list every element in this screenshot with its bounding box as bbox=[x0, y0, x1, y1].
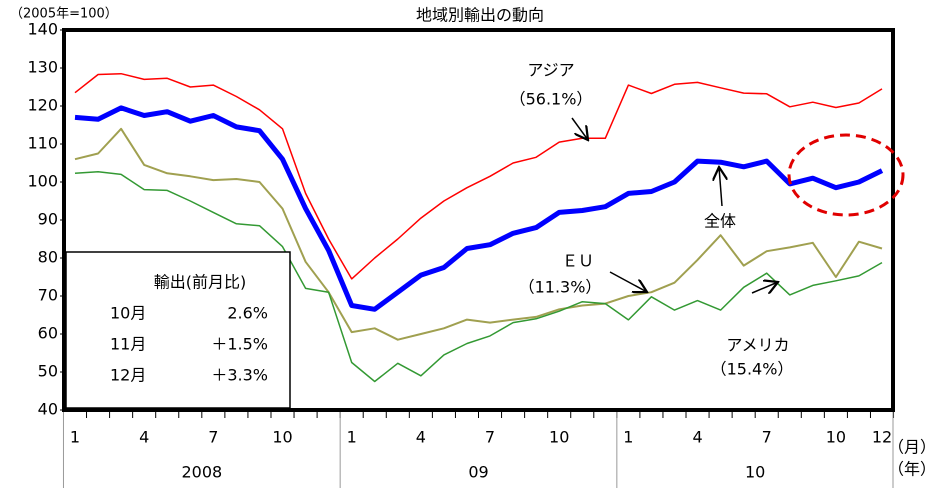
y-tick-label: 120 bbox=[27, 96, 58, 115]
y-tick-label: 130 bbox=[27, 58, 58, 77]
inset-value: ＋3.3% bbox=[211, 366, 268, 385]
x-unit-label: （月） bbox=[888, 438, 936, 457]
series-label: ＥＵ bbox=[562, 252, 594, 271]
y-tick-label: 70 bbox=[38, 286, 58, 305]
y-tick-label: 60 bbox=[38, 324, 58, 343]
inset-month: 10月 bbox=[110, 304, 146, 323]
x-tick-label: 10 bbox=[826, 428, 846, 447]
x-tick-label: 7 bbox=[208, 428, 218, 447]
inset-box bbox=[65, 251, 291, 409]
y-tick-label: 100 bbox=[27, 172, 58, 191]
x-tick-label: 4 bbox=[139, 428, 149, 447]
plot-border bbox=[62, 28, 895, 412]
series-line bbox=[74, 105, 884, 312]
group-label: 09 bbox=[468, 463, 488, 482]
inset-month: 12月 bbox=[110, 366, 146, 385]
series-label: 全体 bbox=[704, 212, 736, 231]
x-tick-label: 10 bbox=[549, 428, 569, 447]
arrow bbox=[719, 167, 722, 207]
series-line bbox=[74, 72, 883, 280]
unit-label: （2005年=100） bbox=[10, 7, 118, 22]
y-tick-label: 140 bbox=[27, 20, 58, 39]
x-tick-label: 1 bbox=[347, 428, 357, 447]
x-tick-label: 1 bbox=[70, 428, 80, 447]
x-tick-label: 10 bbox=[272, 428, 292, 447]
series-line bbox=[74, 127, 883, 341]
series-note: （15.4%） bbox=[711, 360, 794, 379]
series-line bbox=[74, 170, 883, 383]
x-tick-label: 4 bbox=[692, 428, 702, 447]
chart-title: 地域別輸出の動向 bbox=[416, 6, 544, 25]
x-tick-label: 7 bbox=[485, 428, 495, 447]
inset-value: 2.6% bbox=[227, 304, 268, 323]
series-label: アメリカ bbox=[726, 336, 789, 355]
group-label: 2008 bbox=[181, 463, 222, 482]
x-tick-label: 4 bbox=[416, 428, 426, 447]
group-label: 10 bbox=[745, 463, 765, 482]
arrow bbox=[571, 117, 588, 140]
series-label: アジア bbox=[527, 61, 574, 80]
x-tick-label: 12 bbox=[872, 428, 892, 447]
x-tick-label: 7 bbox=[762, 428, 772, 447]
inset-title: 輸出(前月比) bbox=[154, 273, 247, 292]
y-tick-label: 80 bbox=[38, 248, 58, 267]
highlight bbox=[787, 133, 905, 217]
y-tick-label: 90 bbox=[38, 210, 58, 229]
x-tick-label: 1 bbox=[623, 428, 633, 447]
arrow bbox=[751, 282, 778, 293]
y-tick-label: 40 bbox=[38, 400, 58, 419]
group-unit-label: （年） bbox=[888, 460, 936, 479]
series-note: （11.3%） bbox=[519, 278, 602, 297]
y-tick-label: 50 bbox=[38, 362, 58, 381]
arrow bbox=[609, 271, 647, 292]
y-tick-label: 110 bbox=[27, 134, 58, 153]
inset-month: 11月 bbox=[110, 335, 146, 354]
inset-value: ＋1.5% bbox=[211, 335, 268, 354]
series-note: （56.1%） bbox=[510, 90, 593, 109]
